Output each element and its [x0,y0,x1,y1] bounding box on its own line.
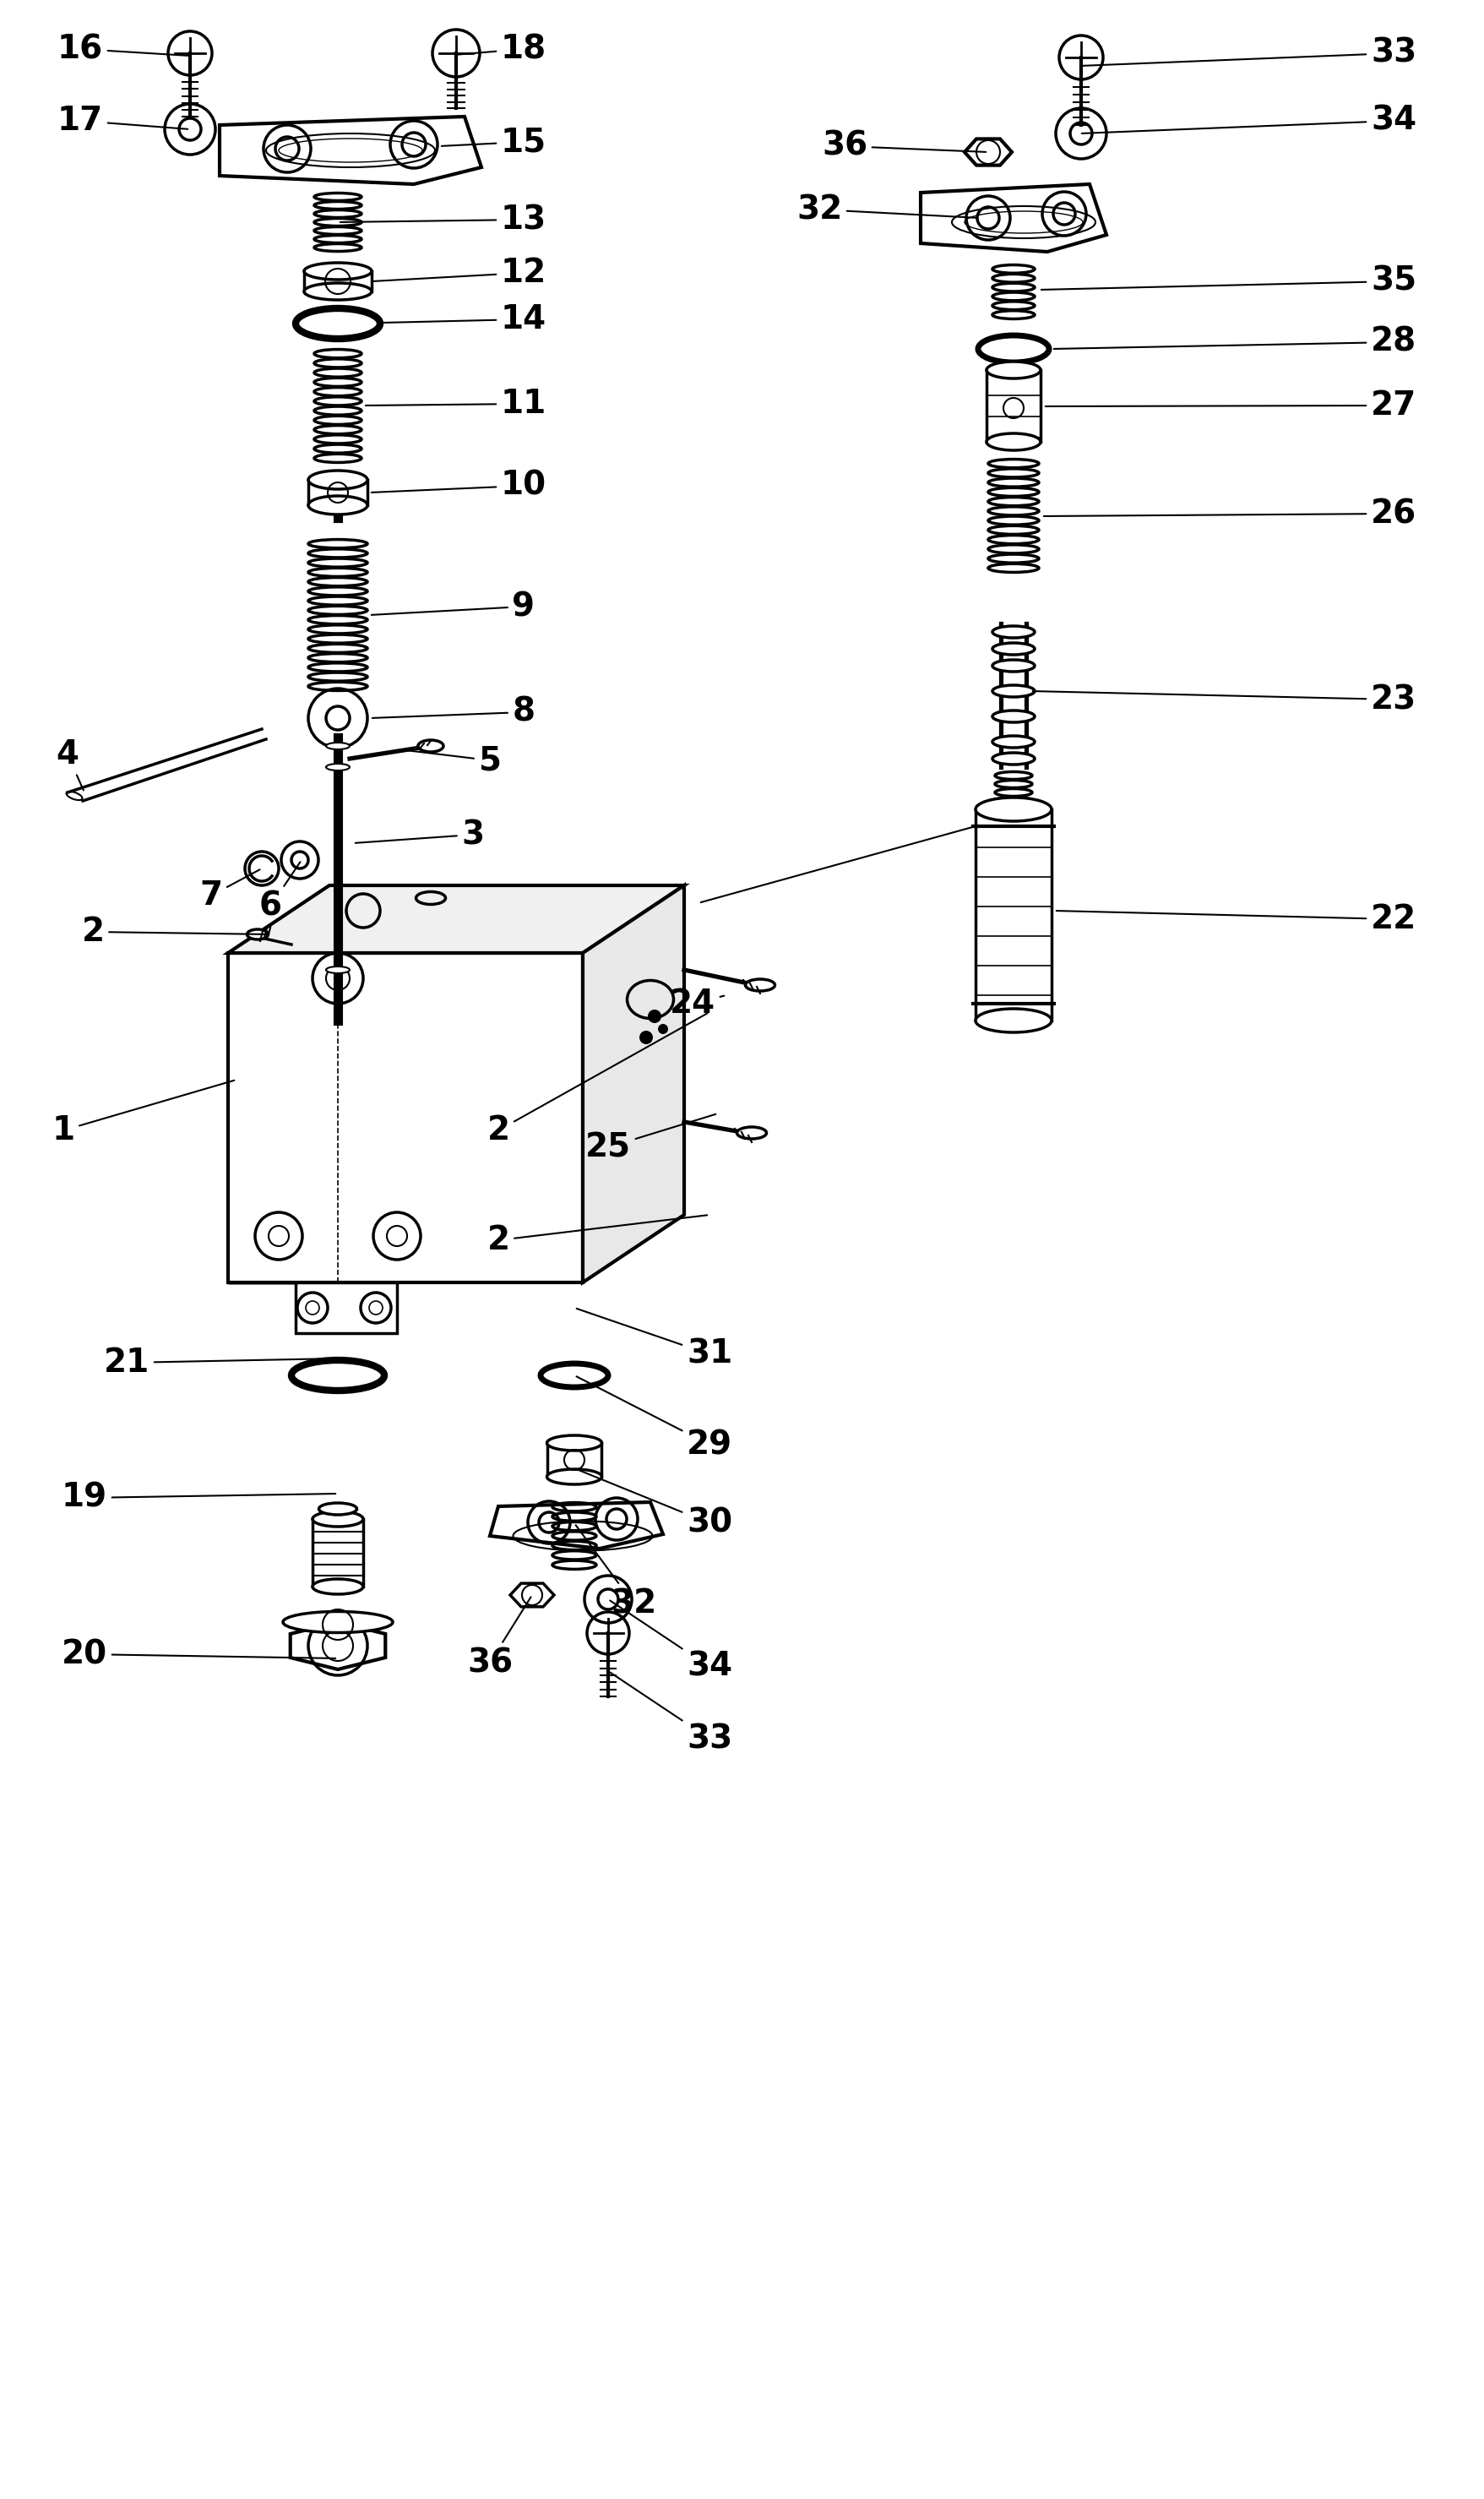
Ellipse shape [309,470,368,490]
Text: 11: 11 [365,387,546,420]
Ellipse shape [246,930,269,940]
Ellipse shape [975,797,1052,822]
Text: 13: 13 [340,202,546,235]
Polygon shape [229,952,583,1282]
Text: 29: 29 [576,1377,732,1462]
Ellipse shape [319,1502,356,1514]
Polygon shape [229,885,684,952]
Text: 36: 36 [467,1597,531,1679]
Text: 6: 6 [258,862,300,922]
Ellipse shape [993,752,1034,765]
Text: 2: 2 [487,1012,708,1147]
Polygon shape [510,1584,554,1607]
Circle shape [657,1025,668,1035]
Ellipse shape [326,967,350,972]
Text: 27: 27 [1045,390,1417,422]
Polygon shape [220,117,481,185]
Ellipse shape [548,1434,603,1449]
Bar [313,1519,364,1587]
Ellipse shape [993,685,1034,697]
Polygon shape [965,140,1012,165]
Text: 20: 20 [62,1639,335,1669]
Text: 1: 1 [52,1080,234,1147]
Text: 2: 2 [82,915,269,947]
Text: 2: 2 [487,1215,708,1257]
Polygon shape [229,1282,398,1332]
Ellipse shape [309,495,368,515]
Text: 24: 24 [669,987,724,1020]
Polygon shape [920,185,1107,252]
Text: 10: 10 [371,470,546,502]
Text: 14: 14 [384,302,546,335]
Circle shape [640,1030,653,1045]
Text: 15: 15 [442,125,546,157]
Ellipse shape [313,1512,364,1527]
Text: 17: 17 [58,105,187,137]
Text: 33: 33 [610,1672,733,1754]
Ellipse shape [304,282,371,300]
Ellipse shape [313,1579,364,1594]
Text: 5: 5 [408,745,502,777]
Text: 12: 12 [374,257,546,290]
Text: 23: 23 [1033,682,1417,715]
Ellipse shape [326,765,350,770]
Text: 18: 18 [456,32,546,65]
Polygon shape [291,1622,386,1669]
Ellipse shape [993,735,1034,747]
Text: 25: 25 [585,1115,715,1165]
Text: 32: 32 [576,1524,656,1619]
Ellipse shape [548,1469,603,1484]
Ellipse shape [745,980,775,992]
Ellipse shape [326,742,350,750]
Ellipse shape [987,362,1040,377]
Text: 7: 7 [200,870,260,912]
Ellipse shape [738,1127,767,1140]
Text: 33: 33 [1082,37,1417,70]
Text: 35: 35 [1042,265,1417,297]
Text: 19: 19 [62,1482,335,1514]
Text: 34: 34 [1082,105,1417,137]
Text: 34: 34 [610,1599,732,1682]
Ellipse shape [418,740,444,752]
Text: 36: 36 [822,130,985,162]
Ellipse shape [993,660,1034,672]
Text: 16: 16 [58,32,187,65]
Text: 8: 8 [372,697,536,727]
Ellipse shape [987,432,1040,450]
Ellipse shape [993,642,1034,655]
Polygon shape [583,885,684,1282]
Ellipse shape [283,1612,393,1632]
Circle shape [649,1010,662,1022]
Text: 9: 9 [371,590,536,622]
Text: 30: 30 [576,1469,732,1539]
Ellipse shape [993,710,1034,722]
Text: 3: 3 [355,820,484,850]
Text: 28: 28 [1054,325,1417,357]
Text: 22: 22 [1057,902,1417,935]
Ellipse shape [975,1010,1052,1032]
Text: 21: 21 [104,1347,335,1379]
Ellipse shape [993,627,1034,637]
Text: 31: 31 [577,1309,733,1369]
Text: 26: 26 [1043,497,1417,530]
Text: 4: 4 [56,737,83,790]
Ellipse shape [304,262,371,280]
Polygon shape [490,1502,663,1549]
Text: 32: 32 [797,192,978,225]
